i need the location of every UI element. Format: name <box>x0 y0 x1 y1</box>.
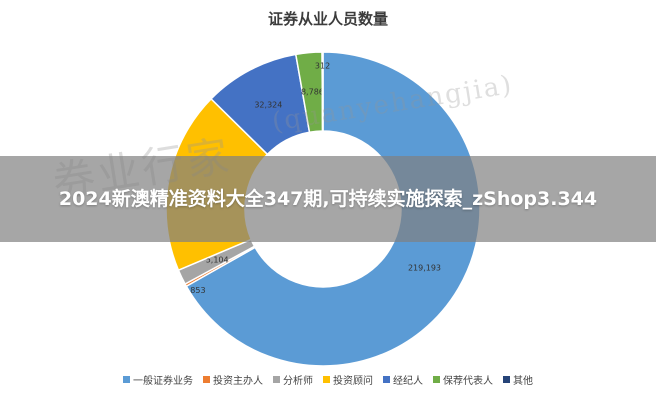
legend-item-3: 分析师 <box>273 372 313 387</box>
legend-item-4: 投资顾问 <box>323 372 373 387</box>
data-label-7: 312 <box>315 62 330 71</box>
data-label-2: 853 <box>190 286 205 295</box>
banner-text: 2024新澳精准资料大全347期,可持续实施探索_zShop3.344 <box>58 188 598 210</box>
data-label-3: 5,104 <box>206 256 229 265</box>
slice-7 <box>321 51 324 132</box>
legend-item-6: 保荐代表人 <box>433 372 493 387</box>
legend-swatch <box>383 376 390 383</box>
legend-swatch <box>433 376 440 383</box>
overlay-banner: 2024新澳精准资料大全347期,可持续实施探索_zShop3.344 <box>0 156 656 242</box>
legend-item-5: 经纪人 <box>383 372 423 387</box>
chart-title: 证券从业人员数量 <box>267 10 388 28</box>
data-label-6: 8,786 <box>301 87 324 96</box>
legend-swatch <box>203 376 210 383</box>
legend-item-2: 投资主办人 <box>203 372 263 387</box>
data-label-1: 219,193 <box>408 264 441 273</box>
legend-label: 投资主办人 <box>213 376 263 387</box>
legend-label: 其他 <box>513 376 533 387</box>
legend-swatch <box>123 376 130 383</box>
legend-swatch <box>273 376 280 383</box>
legend-label: 一般证券业务 <box>133 376 193 387</box>
legend-label: 分析师 <box>283 376 313 387</box>
legend-label: 投资顾问 <box>333 376 373 387</box>
legend-label: 保荐代表人 <box>443 376 493 387</box>
legend-swatch <box>323 376 330 383</box>
chart-legend: 一般证券业务 投资主办人 分析师 投资顾问 经纪人 保荐代表人 其他 <box>0 372 656 387</box>
legend-item-1: 一般证券业务 <box>123 372 193 387</box>
data-label-5: 32,324 <box>254 100 282 109</box>
legend-swatch <box>503 376 510 383</box>
legend-label: 经纪人 <box>393 376 423 387</box>
legend-item-7: 其他 <box>503 372 533 387</box>
